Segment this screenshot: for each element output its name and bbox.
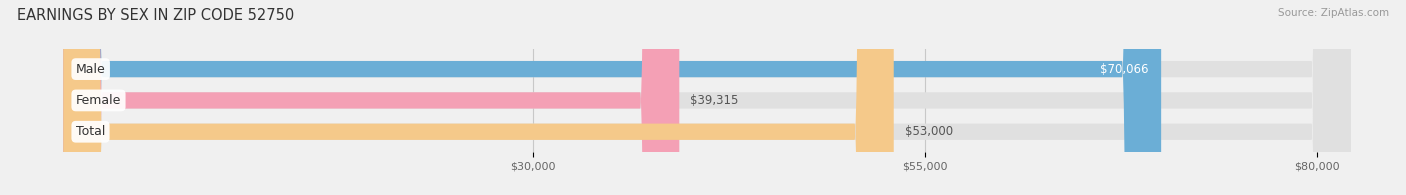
Text: $70,066: $70,066 [1099, 63, 1149, 76]
Text: $53,000: $53,000 [904, 125, 953, 138]
Text: Male: Male [76, 63, 105, 76]
Text: Total: Total [76, 125, 105, 138]
FancyBboxPatch shape [63, 0, 1351, 195]
Text: EARNINGS BY SEX IN ZIP CODE 52750: EARNINGS BY SEX IN ZIP CODE 52750 [17, 8, 294, 23]
FancyBboxPatch shape [63, 0, 1351, 195]
FancyBboxPatch shape [63, 0, 1351, 195]
FancyBboxPatch shape [63, 0, 679, 195]
FancyBboxPatch shape [63, 0, 894, 195]
Text: $39,315: $39,315 [690, 94, 738, 107]
FancyBboxPatch shape [63, 0, 1161, 195]
Text: Female: Female [76, 94, 121, 107]
Text: Source: ZipAtlas.com: Source: ZipAtlas.com [1278, 8, 1389, 18]
